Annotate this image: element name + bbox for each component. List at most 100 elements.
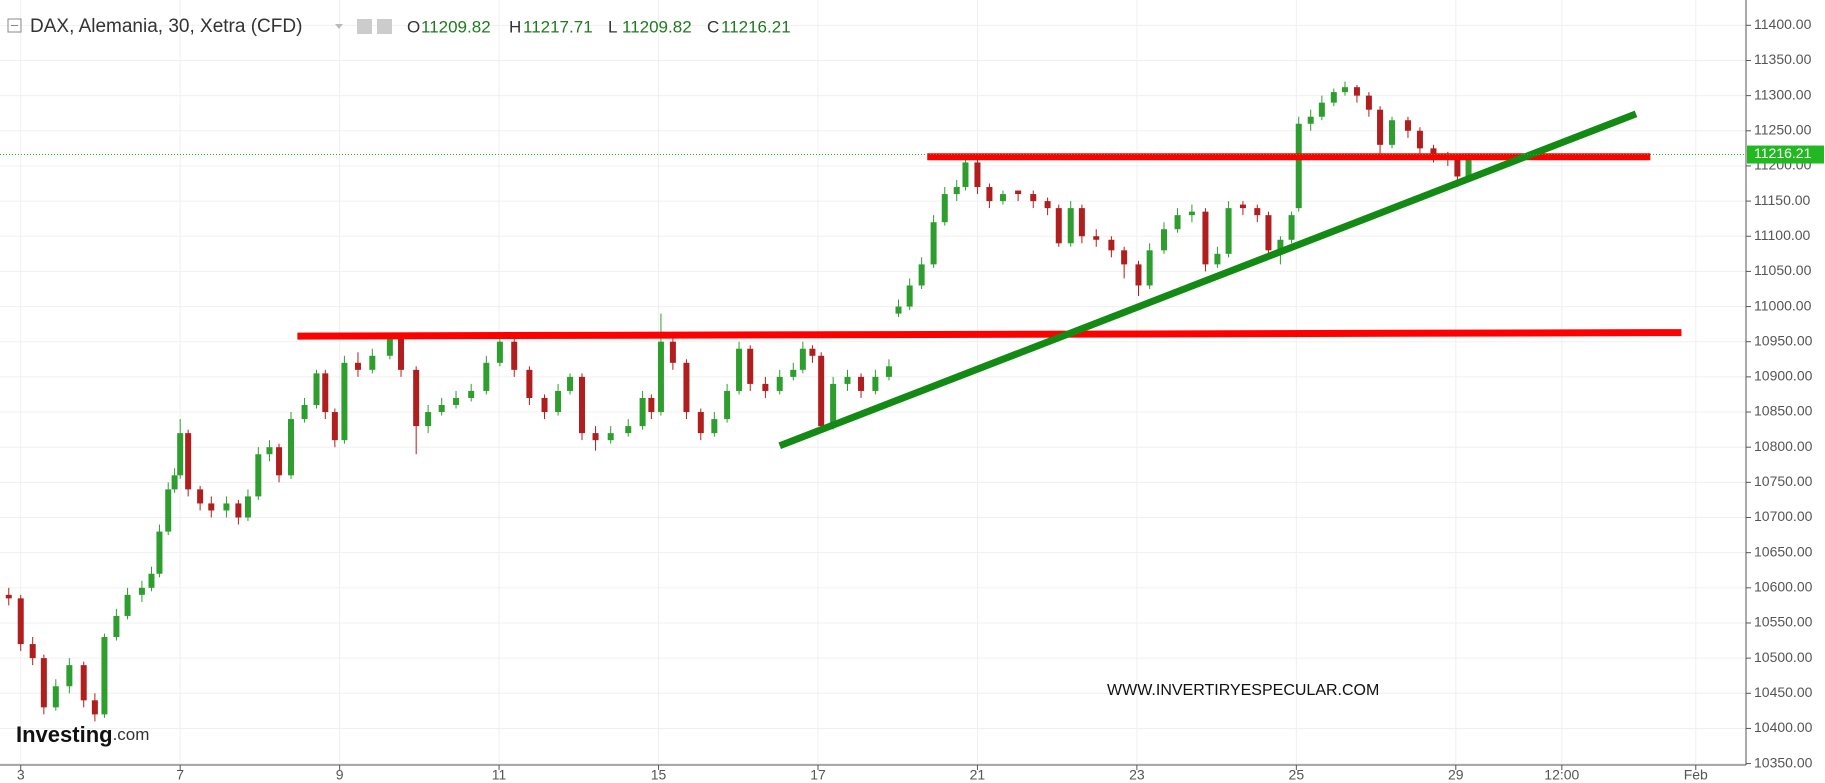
candle-body [244, 496, 251, 518]
candle-body [1265, 215, 1272, 251]
y-tick-label: 10900.00 [1754, 368, 1813, 384]
ohlc-value: 11217.71 [523, 17, 593, 36]
trend-line [297, 329, 1682, 340]
candle-body [592, 433, 599, 441]
candle-body [830, 383, 837, 427]
candle-body [398, 338, 405, 370]
candle-body [818, 355, 825, 427]
candle-body [541, 397, 548, 413]
candle-body [895, 306, 902, 314]
candle-body [52, 686, 59, 708]
logo-suffix: .com [113, 725, 150, 744]
candle-body [80, 665, 87, 701]
ohlc-readout: O 11209.82 H 11217.71 L 11209.82 C 11216.21 [407, 17, 791, 36]
candle-body [386, 338, 393, 356]
candle-body [555, 390, 562, 413]
ohlc-value: 11216.21 [721, 17, 791, 36]
candle-body [711, 419, 718, 434]
candle-body [1389, 120, 1396, 145]
candle-body [223, 503, 230, 511]
candle-body [1404, 120, 1411, 131]
x-tick-label: 23 [1129, 767, 1145, 783]
y-tick-label: 10500.00 [1754, 649, 1813, 665]
candle-body [1239, 204, 1246, 209]
x-tick-label: 3 [17, 767, 25, 783]
candle-body [438, 405, 445, 413]
eye-icon[interactable] [357, 19, 372, 34]
axes: 10350.00 10400.00 10450.00 10500.00 10550.00… [17, 16, 1824, 783]
watermark: WWW.INVERTIRYESPECULAR.COM [1107, 682, 1379, 699]
candle-body [1202, 211, 1209, 265]
settings-icon[interactable] [377, 19, 392, 34]
candle-body [91, 700, 98, 715]
y-tick-label: 11400.00 [1754, 16, 1812, 32]
collapse-icon[interactable] [7, 18, 22, 33]
ohlc-value: 11209.82 [622, 17, 692, 36]
candle-body [1353, 87, 1360, 96]
candle-body [1188, 211, 1195, 216]
candle-body [288, 419, 294, 476]
y-tick-label: 10600.00 [1754, 579, 1813, 595]
y-tick-label: 10700.00 [1754, 508, 1813, 524]
candle-body [669, 341, 676, 363]
candle-body [1318, 102, 1325, 117]
candle-body [1341, 87, 1348, 93]
y-tick-label: 11100.00 [1754, 227, 1811, 243]
candle-body [1078, 208, 1085, 237]
x-tick-label: 7 [176, 767, 184, 783]
candle-body [1161, 229, 1167, 251]
candle-body [483, 362, 490, 391]
candle-body [496, 341, 503, 363]
x-tick-label: Feb [1684, 767, 1708, 783]
candle-body [1430, 148, 1437, 158]
candle-body [776, 376, 783, 391]
candle-body [1295, 123, 1302, 209]
candle-body [999, 194, 1006, 202]
candle-body [657, 341, 664, 413]
candle-body [918, 264, 925, 286]
candle-body [1465, 157, 1472, 177]
price-label-box [1747, 145, 1824, 164]
candle-body [1377, 109, 1384, 145]
candle-body [1330, 92, 1337, 103]
candle-body [930, 222, 937, 265]
candle-body [197, 489, 204, 504]
candle-body [40, 658, 47, 708]
x-tick-label: 12:00 [1544, 767, 1579, 783]
candle-body [156, 531, 163, 574]
candle-body [177, 433, 184, 476]
candle-body [29, 644, 36, 659]
candle-body [683, 362, 690, 413]
candle-body [648, 397, 655, 413]
candle-body [809, 348, 816, 356]
y-tick-label: 11250.00 [1754, 121, 1812, 137]
y-tick-label: 10800.00 [1754, 438, 1813, 454]
candle-body [113, 615, 120, 638]
candle-body [799, 348, 806, 370]
candle-body [953, 187, 960, 195]
y-tick-label: 10850.00 [1754, 403, 1813, 419]
candle-body [138, 587, 145, 595]
ohlc-letter: H [509, 17, 521, 36]
candle-body [1108, 239, 1115, 251]
candle-body [986, 187, 993, 202]
candle-body [607, 433, 614, 441]
y-tick-label: 10350.00 [1754, 754, 1813, 770]
logo: Investing.com [16, 722, 149, 747]
candle-body [858, 376, 865, 391]
x-tick-label: 9 [336, 767, 344, 783]
x-tick-label: 29 [1448, 767, 1464, 783]
candle-body [66, 665, 73, 687]
candle-body [468, 390, 475, 398]
y-tick-label: 11150.00 [1754, 192, 1811, 208]
candle-body [1174, 215, 1181, 230]
y-tick-label: 11000.00 [1754, 297, 1812, 313]
candle-body [1044, 201, 1051, 209]
candle-body [1454, 158, 1461, 177]
y-tick-label: 10950.00 [1754, 332, 1813, 348]
candle-body [101, 637, 108, 715]
y-tick-label: 10400.00 [1754, 719, 1813, 735]
price-label: 11216.21 [1754, 145, 1812, 161]
ohlc-letter: L [608, 17, 617, 36]
dropdown-arrow[interactable] [335, 24, 343, 29]
